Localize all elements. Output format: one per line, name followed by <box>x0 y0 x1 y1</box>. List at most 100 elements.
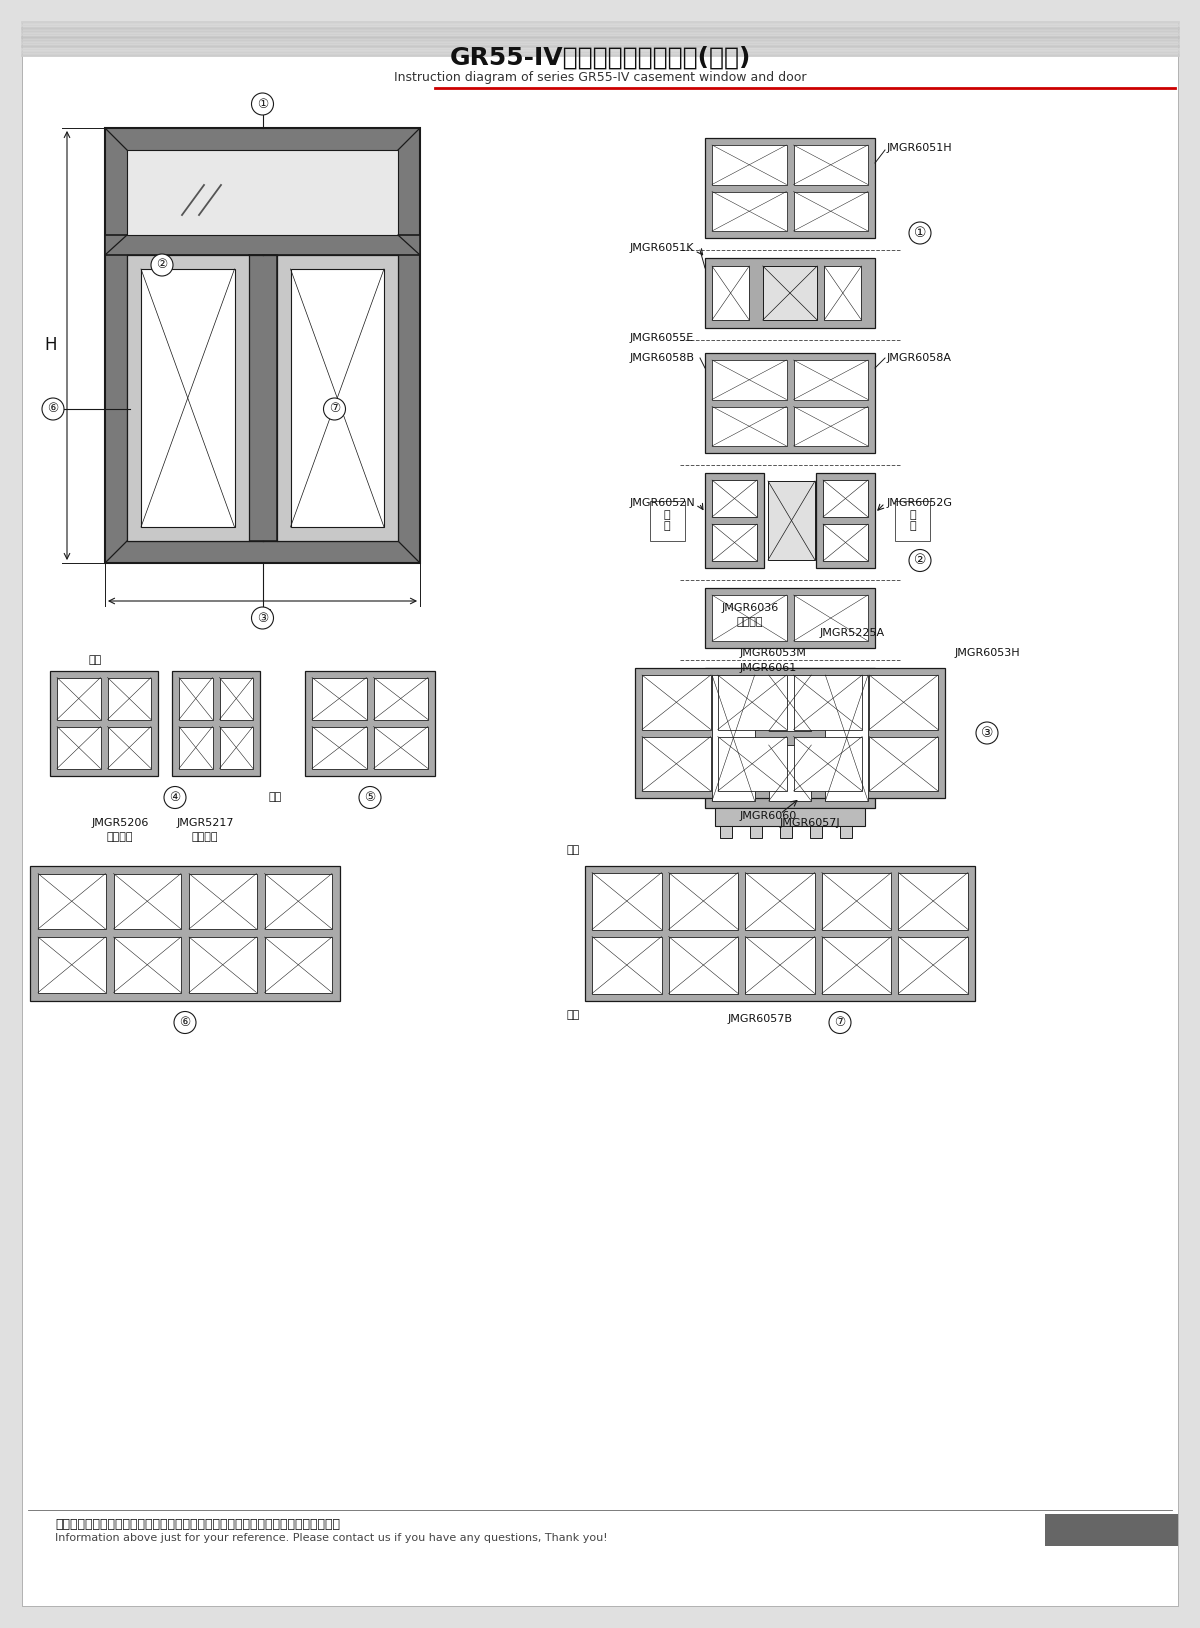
Bar <box>793 360 868 399</box>
Bar <box>642 676 710 729</box>
Bar <box>895 500 930 540</box>
Bar <box>668 873 738 930</box>
Circle shape <box>976 721 998 744</box>
Bar <box>793 676 863 729</box>
Bar <box>810 825 822 838</box>
Bar <box>824 265 862 321</box>
Text: 图中所示型材截面、装配、编号、尺寸及重量仅供参考。如有疑问，请向本公司查询。: 图中所示型材截面、装配、编号、尺寸及重量仅供参考。如有疑问，请向本公司查询。 <box>55 1517 340 1530</box>
Text: JMGR6057J: JMGR6057J <box>780 819 840 829</box>
Bar <box>190 874 257 930</box>
Text: 室外: 室外 <box>269 793 282 803</box>
Bar <box>826 676 868 801</box>
Bar <box>106 129 420 563</box>
Text: Information above just for your reference. Please contact us if you have any que: Information above just for your referenc… <box>55 1534 607 1543</box>
Bar <box>1045 1514 1178 1547</box>
Text: 室
外: 室 外 <box>910 510 917 531</box>
Bar <box>706 474 764 568</box>
Bar <box>712 407 786 446</box>
Circle shape <box>910 550 931 571</box>
Bar <box>373 726 428 768</box>
Text: ②: ② <box>913 554 926 568</box>
Bar <box>108 726 151 768</box>
Text: GR55-IV系列平开门窗结构图(外开): GR55-IV系列平开门窗结构图(外开) <box>449 46 751 70</box>
Bar <box>793 145 868 184</box>
Circle shape <box>829 1011 851 1034</box>
Bar <box>720 825 732 838</box>
Text: ⑥: ⑥ <box>179 1016 191 1029</box>
Bar <box>763 265 817 321</box>
Text: JMGR6057B: JMGR6057B <box>727 1014 792 1024</box>
Bar <box>179 726 212 768</box>
Bar <box>127 256 398 540</box>
Bar <box>793 407 868 446</box>
Bar <box>822 936 892 993</box>
Text: ①: ① <box>913 226 926 239</box>
Bar <box>823 524 868 562</box>
Bar <box>114 874 181 930</box>
Circle shape <box>910 221 931 244</box>
Bar <box>220 726 253 768</box>
Bar <box>712 192 786 231</box>
Bar <box>264 938 332 993</box>
Text: ②: ② <box>156 259 168 272</box>
Bar <box>780 825 792 838</box>
Text: JMGR6052G: JMGR6052G <box>887 498 953 508</box>
Text: JMGR5225A: JMGR5225A <box>820 628 886 638</box>
Bar <box>276 256 398 540</box>
Circle shape <box>174 1011 196 1034</box>
Text: ①: ① <box>257 98 268 111</box>
Bar <box>312 726 366 768</box>
Bar <box>899 873 968 930</box>
Text: （角码）: （角码） <box>192 832 218 843</box>
Bar <box>38 938 106 993</box>
Text: JMGR6053M: JMGR6053M <box>740 648 806 658</box>
Bar <box>718 736 786 791</box>
Bar <box>30 866 340 1001</box>
Text: （角码）: （角码） <box>107 832 133 843</box>
Circle shape <box>151 254 173 277</box>
Text: JMGR6052N: JMGR6052N <box>630 498 696 508</box>
Text: JMGR6058B: JMGR6058B <box>630 353 695 363</box>
Bar <box>823 480 868 518</box>
Bar <box>290 269 384 527</box>
Text: ③: ③ <box>257 612 268 625</box>
Bar <box>869 676 938 729</box>
Text: （角码）: （角码） <box>737 617 763 627</box>
Bar <box>50 671 158 775</box>
Text: JMGR6051H: JMGR6051H <box>887 143 953 153</box>
Text: 室
内: 室 内 <box>664 510 671 531</box>
Bar <box>718 676 786 729</box>
Bar <box>715 807 865 825</box>
Text: W: W <box>254 607 271 627</box>
Bar <box>635 667 946 798</box>
Text: JMGR5206: JMGR5206 <box>91 819 149 829</box>
Bar <box>668 936 738 993</box>
Bar <box>142 269 234 527</box>
Text: 室外: 室外 <box>566 1011 580 1021</box>
Text: ⑥: ⑥ <box>47 402 59 415</box>
Bar <box>179 677 212 720</box>
Bar <box>745 936 815 993</box>
Bar <box>793 192 868 231</box>
Bar <box>840 825 852 838</box>
Bar <box>592 936 661 993</box>
Circle shape <box>252 607 274 628</box>
Text: 室内: 室内 <box>566 845 580 855</box>
Bar <box>58 726 101 768</box>
Circle shape <box>252 93 274 116</box>
Bar <box>305 671 436 775</box>
Text: 室内: 室内 <box>89 656 102 666</box>
Bar <box>264 874 332 930</box>
Bar <box>38 874 106 930</box>
Bar <box>108 677 151 720</box>
Bar <box>106 234 420 256</box>
Bar <box>750 825 762 838</box>
Bar <box>127 150 398 234</box>
Bar <box>706 588 875 648</box>
Bar <box>706 257 875 327</box>
Bar <box>586 866 974 1001</box>
Text: JMGR6058A: JMGR6058A <box>887 353 952 363</box>
Bar <box>745 873 815 930</box>
Text: JMGR6051K: JMGR6051K <box>630 243 695 252</box>
Bar <box>822 873 892 930</box>
